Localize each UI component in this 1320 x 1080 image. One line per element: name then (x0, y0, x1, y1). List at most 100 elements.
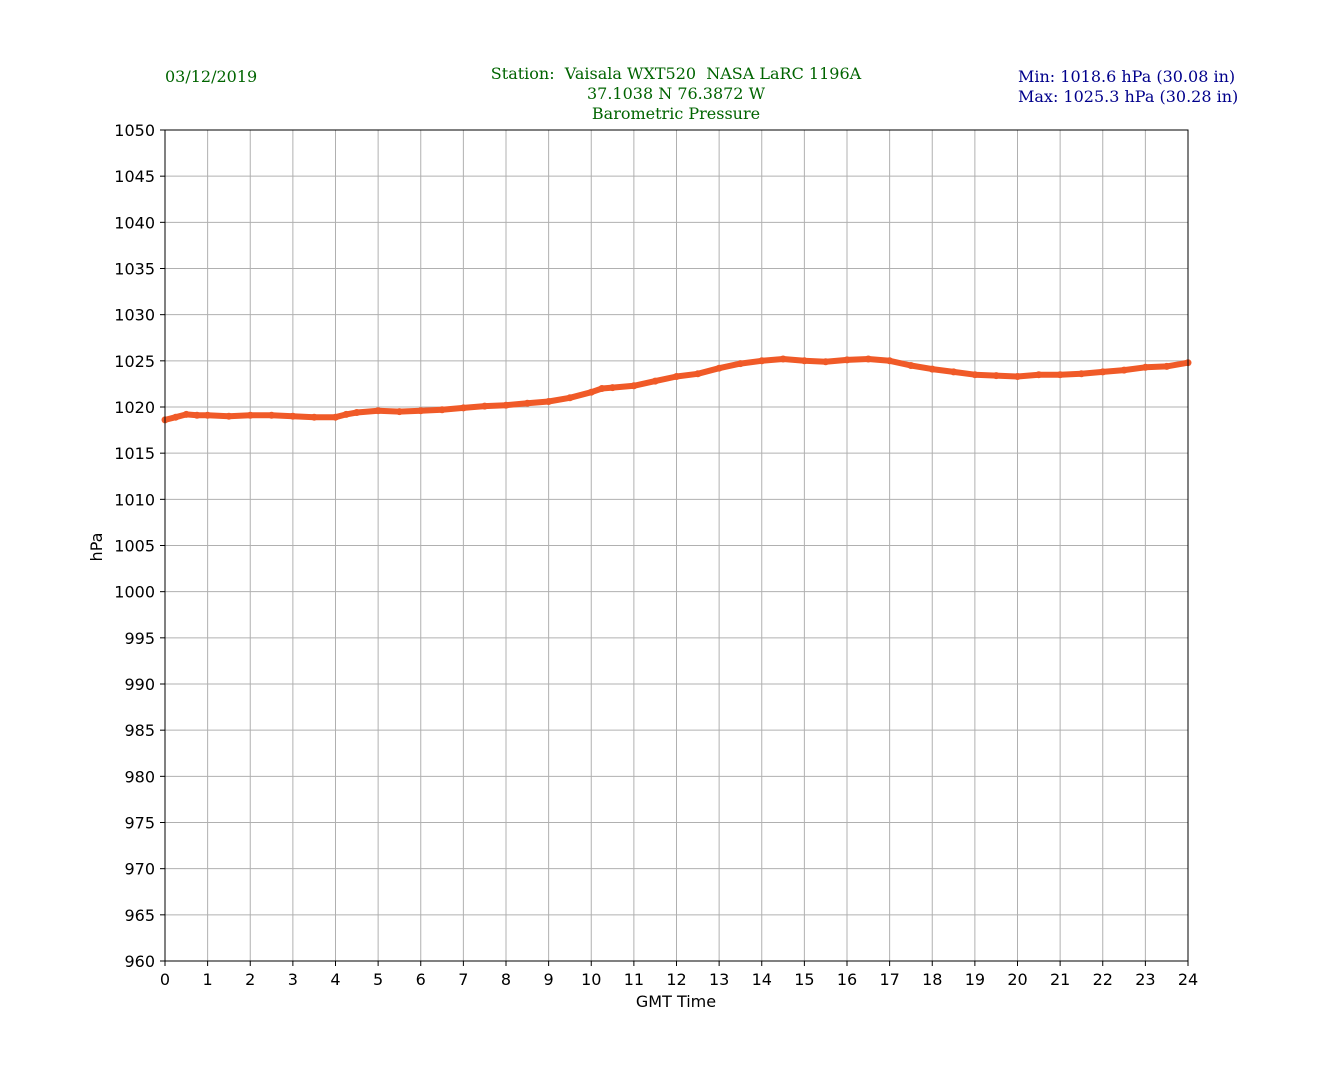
y-tick-label: 1010 (114, 490, 155, 509)
data-point (587, 388, 595, 396)
x-tick-label: 1 (203, 970, 213, 989)
data-point (630, 382, 638, 390)
data-point (225, 412, 233, 420)
x-tick-label: 9 (544, 970, 554, 989)
axis-ticks: 0 1 2 3 4 5 6 7 8 9 10 11 12 13 14 15 16 17 18 19 20 21 22 23 24… (114, 121, 1198, 989)
x-tick-label: 12 (666, 970, 686, 989)
x-tick-label: 5 (373, 970, 383, 989)
x-tick-label: 8 (501, 970, 511, 989)
y-tick-label: 1000 (114, 583, 155, 602)
data-point (342, 410, 350, 418)
station-line: Station: Vaisala WXT520 NASA LaRC 1196A (490, 64, 862, 83)
data-point (353, 409, 361, 416)
data-point (182, 410, 190, 418)
data-point (971, 371, 979, 379)
data-point (1120, 366, 1128, 374)
data-point (204, 411, 212, 419)
y-tick-label: 1030 (114, 306, 155, 325)
y-tick-label: 975 (124, 814, 155, 833)
y-tick-label: 995 (124, 629, 155, 648)
x-tick-label: 21 (1050, 970, 1070, 989)
data-point (502, 401, 510, 409)
x-tick-label: 23 (1135, 970, 1155, 989)
data-point (289, 412, 297, 420)
data-point (1077, 370, 1085, 378)
y-tick-label: 990 (124, 675, 155, 694)
y-tick-label: 965 (124, 906, 155, 925)
data-point (779, 355, 787, 363)
max-line: Max: 1025.3 hPa (30.28 in) (1018, 87, 1239, 106)
data-point (800, 357, 808, 365)
data-point (651, 377, 659, 385)
data-point (417, 407, 425, 415)
x-tick-label: 3 (288, 970, 298, 989)
x-tick-label: 4 (330, 970, 340, 989)
x-tick-label: 15 (794, 970, 814, 989)
data-point (1014, 373, 1021, 380)
data-point (395, 408, 403, 416)
data-point (332, 413, 339, 421)
coords-line: 37.1038 N 76.3872 W (586, 84, 766, 103)
data-point (673, 373, 680, 380)
data-point (864, 355, 872, 363)
x-tick-label: 11 (624, 970, 644, 989)
data-point (1056, 371, 1064, 379)
data-point (481, 402, 489, 410)
x-tick-label: 17 (879, 970, 899, 989)
y-tick-label: 1025 (114, 352, 155, 371)
min-max-block: Min: 1018.6 hPa (30.08 in) Max: 1025.3 h… (1018, 67, 1238, 107)
x-tick-label: 16 (837, 970, 857, 989)
data-point (950, 368, 958, 376)
y-tick-label: 1050 (114, 121, 155, 140)
data-point (459, 404, 467, 412)
x-tick-label: 19 (965, 970, 985, 989)
data-point (609, 384, 617, 392)
data-point (907, 362, 915, 369)
data-point (172, 413, 180, 421)
data-point (715, 364, 723, 372)
data-point (598, 385, 606, 392)
chart-title-block: Station: Vaisala WXT520 NASA LaRC 1196A … (476, 64, 876, 124)
data-point (843, 356, 851, 364)
y-tick-label: 1045 (114, 167, 155, 186)
y-tick-label: 980 (124, 767, 155, 786)
data-point (310, 413, 318, 421)
data-point (374, 407, 382, 415)
y-tick-label: 1035 (114, 260, 155, 279)
y-tick-label: 985 (124, 721, 155, 740)
min-line: Min: 1018.6 hPa (30.08 in) (1018, 67, 1236, 86)
data-point (822, 358, 830, 366)
data-point (758, 357, 766, 365)
x-tick-label: 24 (1178, 970, 1198, 989)
data-point (523, 399, 531, 407)
data-point (438, 406, 446, 414)
data-point (193, 411, 201, 419)
x-tick-label: 20 (1007, 970, 1027, 989)
series-pressure (161, 355, 1192, 424)
data-point (1099, 368, 1107, 376)
data-point (246, 411, 254, 419)
y-tick-label: 970 (124, 860, 155, 879)
x-tick-label: 0 (160, 970, 170, 989)
variable-line: Barometric Pressure (591, 104, 761, 123)
y-axis-label: hPa (87, 533, 106, 562)
x-tick-label: 14 (752, 970, 772, 989)
data-point (1141, 363, 1149, 371)
x-tick-label: 6 (416, 970, 426, 989)
y-tick-label: 960 (124, 952, 155, 971)
x-axis-label: GMT Time (636, 992, 716, 1011)
y-tick-label: 1005 (114, 537, 155, 556)
data-point (545, 398, 553, 405)
x-tick-label: 10 (581, 970, 601, 989)
x-tick-label: 13 (709, 970, 729, 989)
data-point (1035, 371, 1043, 379)
x-tick-label: 7 (458, 970, 468, 989)
data-point (992, 372, 1000, 380)
y-tick-label: 1040 (114, 213, 155, 232)
x-tick-label: 18 (922, 970, 942, 989)
data-point (736, 360, 744, 368)
x-tick-label: 2 (245, 970, 255, 989)
data-point (886, 357, 894, 365)
chart-date: 03/12/2019 (165, 67, 258, 86)
